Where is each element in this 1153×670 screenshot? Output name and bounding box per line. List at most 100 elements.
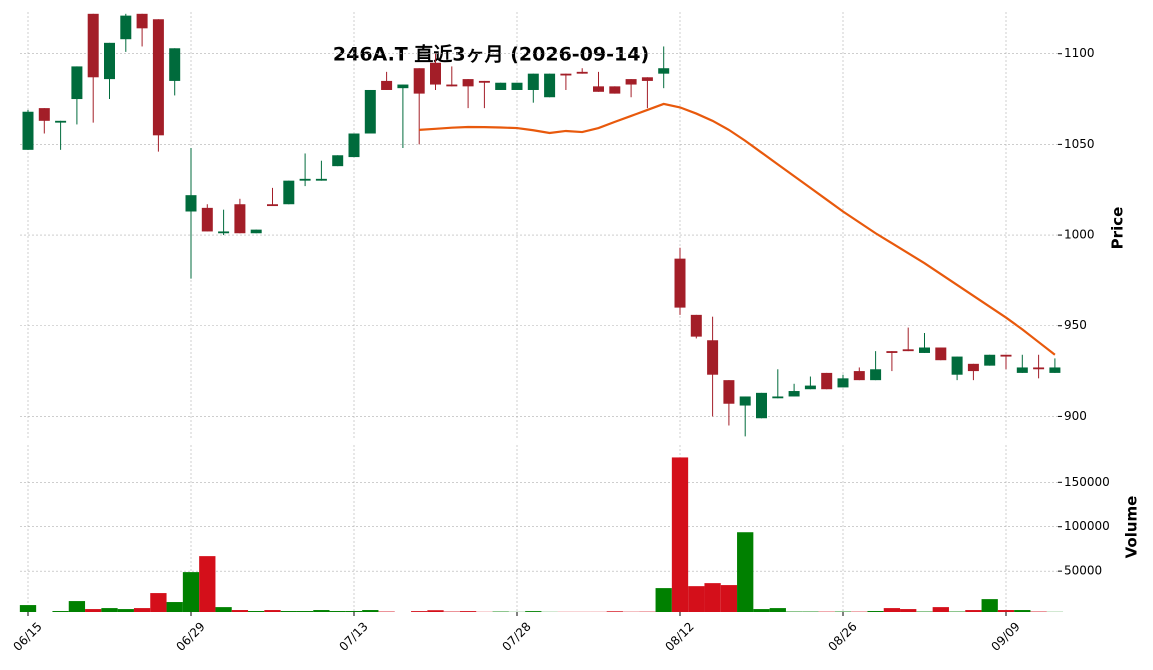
candle-body: [674, 258, 686, 308]
volume-bar: [704, 583, 721, 612]
candle-body: [446, 84, 458, 87]
candle-body: [951, 356, 963, 375]
volume-bar: [182, 572, 200, 612]
volume-bar: [117, 609, 134, 612]
volume-bar: [655, 588, 672, 612]
volume-bar: [52, 611, 69, 612]
volume-bar: [248, 611, 265, 612]
candle-body: [788, 391, 800, 397]
candle-body: [707, 340, 719, 375]
volume-bar: [1014, 610, 1031, 612]
candle-body: [1016, 367, 1028, 373]
candle-body: [120, 15, 132, 40]
candle-body: [739, 396, 751, 406]
volume-bar: [900, 609, 917, 612]
volume-bar: [362, 610, 379, 612]
candle-body: [478, 80, 490, 83]
y2-tick-label: 50000: [1064, 564, 1102, 578]
candle-body: [527, 73, 539, 90]
volume-bar: [753, 609, 770, 612]
candle-body: [625, 79, 637, 85]
candle-body: [1000, 354, 1012, 357]
x-tick-label: 07/28: [499, 619, 533, 653]
candle-body: [299, 178, 311, 181]
chart-title: 246A.T 直近3ヶ月 (2026-09-14): [333, 43, 649, 66]
candle-body: [984, 354, 996, 366]
candle-body: [967, 363, 979, 372]
candle-body: [935, 347, 947, 361]
volume-bar: [85, 609, 102, 612]
candle-body: [136, 13, 148, 29]
candle-body: [55, 120, 67, 123]
y-tick-label: 1050: [1064, 137, 1095, 151]
volume-bar: [525, 611, 542, 612]
x-tick-label: 06/29: [173, 619, 207, 653]
candle-body: [641, 77, 653, 81]
volume-bar: [965, 610, 982, 612]
candle-body: [185, 195, 197, 212]
y-tick-label: 900: [1064, 409, 1087, 423]
y-tick-label: 1000: [1064, 228, 1095, 242]
y-tick-label: 950: [1064, 318, 1087, 332]
volume-bar: [769, 608, 786, 612]
y2-tick-label: 100000: [1064, 519, 1110, 533]
candle-body: [430, 62, 441, 85]
candle-body: [886, 351, 898, 353]
candle-body: [544, 73, 556, 98]
candle-body: [804, 385, 816, 390]
candle-body: [462, 79, 474, 87]
candle-body: [332, 155, 344, 167]
y2-axis-label: Volume: [1123, 496, 1141, 559]
candle-body: [1049, 367, 1061, 373]
volume-bar: [329, 611, 346, 612]
candle-body: [234, 204, 246, 234]
candle-body: [1033, 367, 1045, 370]
volume-bar: [215, 607, 232, 612]
candle-body: [690, 314, 702, 337]
volume-bar: [150, 593, 167, 612]
candle-body: [250, 229, 262, 234]
candle-body: [511, 82, 523, 90]
candle-body: [218, 231, 230, 234]
candle-body: [853, 371, 865, 381]
volume-bar: [737, 532, 754, 612]
candle-body: [71, 66, 83, 100]
candle-body: [902, 349, 914, 352]
candle-body: [381, 80, 393, 90]
candle-body: [772, 396, 784, 399]
candle-body: [315, 178, 327, 181]
volume-bar: [264, 610, 281, 612]
volume-bar: [720, 585, 738, 612]
volume-bar: [296, 611, 314, 612]
volume-bar: [688, 586, 705, 612]
candle-body: [723, 380, 735, 404]
x-tick-label: 08/12: [662, 619, 696, 653]
volume-bar: [199, 556, 216, 612]
volume-bar: [867, 611, 884, 612]
volume-bar: [459, 611, 477, 612]
volume-bar: [427, 610, 444, 612]
volume-bar: [883, 608, 901, 612]
volume-bar: [411, 611, 428, 612]
x-tick-label: 07/13: [336, 619, 370, 653]
candle-body: [593, 86, 604, 92]
moving-average-line: [419, 102, 1056, 356]
candle-body: [348, 133, 360, 158]
candle-body: [821, 372, 833, 390]
volume-bar: [68, 601, 86, 612]
candle-body: [919, 347, 930, 353]
candle-body: [413, 68, 425, 94]
volume-bar: [19, 605, 37, 612]
y-tick-label: 1100: [1064, 46, 1095, 60]
x-tick-label: 06/15: [10, 619, 44, 653]
candle-body: [576, 71, 588, 74]
candle-body: [201, 207, 213, 232]
volume-bar: [606, 611, 623, 612]
candle-body: [267, 204, 278, 207]
volume-bar: [280, 611, 297, 612]
candle-body: [152, 19, 164, 136]
candle-body: [837, 378, 849, 388]
volume-bar: [133, 608, 151, 612]
x-tick-label: 08/26: [825, 619, 859, 653]
